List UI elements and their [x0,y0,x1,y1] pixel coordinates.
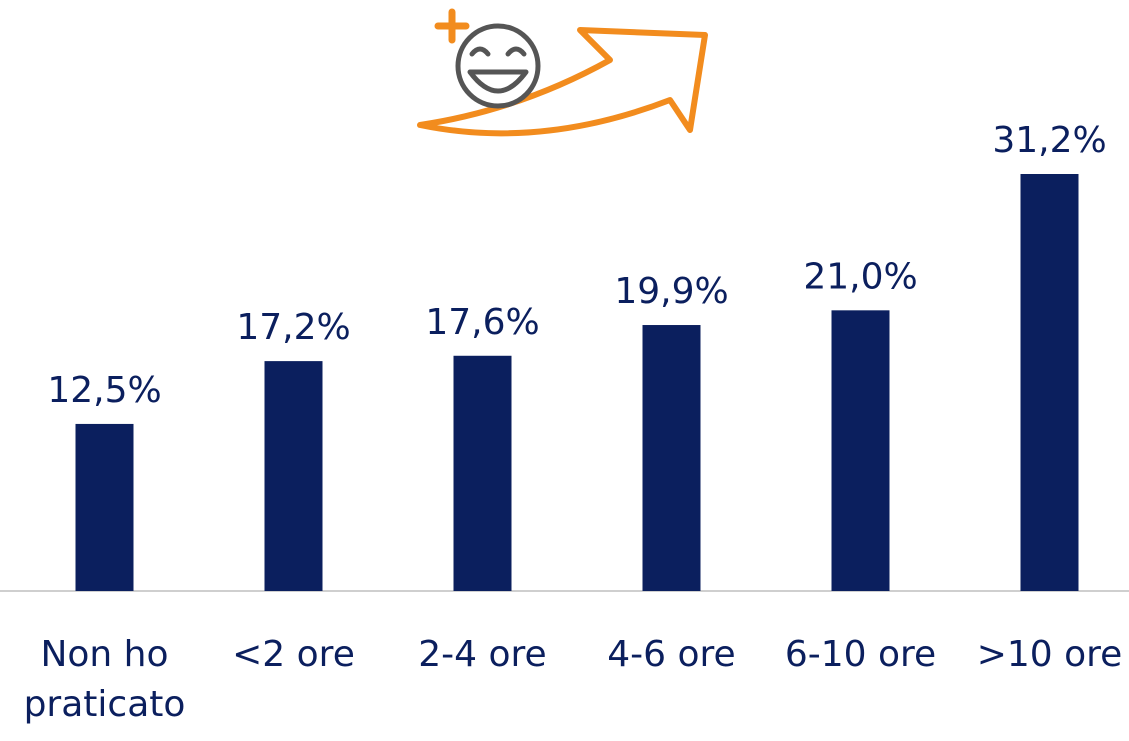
bar [453,355,512,591]
bar [75,423,134,591]
x-tick-label: 2-4 ore [418,634,547,675]
x-tick-label: <2 ore [232,634,355,675]
value-label: 31,2% [992,120,1106,161]
smiley-icon [455,23,541,109]
value-label: 19,9% [614,271,728,312]
value-label: 17,2% [236,307,350,348]
smiley-eyes [469,46,527,57]
icon [417,8,708,137]
plus-icon [434,8,470,44]
bar [264,361,323,591]
arrow-icon [417,27,708,137]
value-label: 12,5% [47,370,161,411]
bar [1020,174,1079,591]
bar [831,310,890,591]
x-tick-label: 4-6 ore [607,634,736,675]
value-label: 21,0% [803,256,917,297]
bar [642,325,701,591]
x-tick-label: Non ho praticato [23,634,186,725]
value-label: 17,6% [425,302,539,343]
smiley-mouth [467,69,529,94]
x-tick-label: >10 ore [976,634,1123,675]
x-tick-label: 6-10 ore [784,634,937,675]
